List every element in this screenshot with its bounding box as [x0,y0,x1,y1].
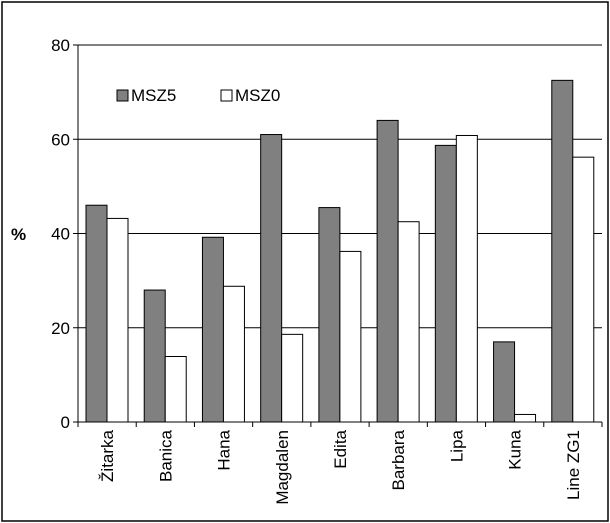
bar-msz5 [143,289,166,423]
legend-label-msz5: MSZ5 [131,86,176,105]
bar-msz5 [376,119,399,423]
x-tick-label: Hana [215,429,234,470]
y-axis-label: % [11,225,26,244]
x-tick-label: Žitarka [98,429,117,482]
bar-msz0 [164,355,187,423]
bar-msz0 [281,333,304,423]
x-tick-label: Lipa [447,429,466,462]
bar-msz5 [318,207,341,423]
bar-msz5 [201,236,224,423]
bar-msz5 [260,134,283,423]
x-tick-label: Kuna [506,429,525,469]
bars-group [85,79,595,423]
bar-msz5 [85,204,108,423]
x-tick-label: Banica [156,429,175,482]
y-axis-ticks: 0 20 40 60 80 [51,36,78,432]
x-tick-label: Barbara [389,429,408,490]
y-tick-label: 40 [51,225,70,244]
bar-msz0 [514,413,537,423]
x-tick-label: Magdalen [273,430,292,505]
legend-swatch-msz5 [116,89,129,102]
legend-label-msz0: MSZ0 [235,86,280,105]
y-tick-label: 0 [61,413,70,432]
bar-msz5 [434,144,457,423]
y-tick-label: 20 [51,319,70,338]
y-tick-label: 80 [51,36,70,55]
bar-msz0 [222,285,245,423]
bar-msz0 [339,250,362,423]
bar-msz5 [493,341,516,423]
bar-msz0 [106,217,129,423]
bar-msz0 [455,134,478,423]
x-axis-labels: Žitarka Banica Hana Magdalen Edita Barbara Lip… [98,429,583,504]
legend-swatch-msz0 [220,89,233,102]
bar-msz0 [397,221,420,423]
bar-msz5 [551,79,574,423]
y-tick-label: 60 [51,130,70,149]
legend: MSZ5 MSZ0 [116,86,280,105]
bar-msz0 [572,156,595,423]
x-tick-label: Line ZG1 [564,430,583,500]
x-tick-label: Edita [331,429,350,468]
